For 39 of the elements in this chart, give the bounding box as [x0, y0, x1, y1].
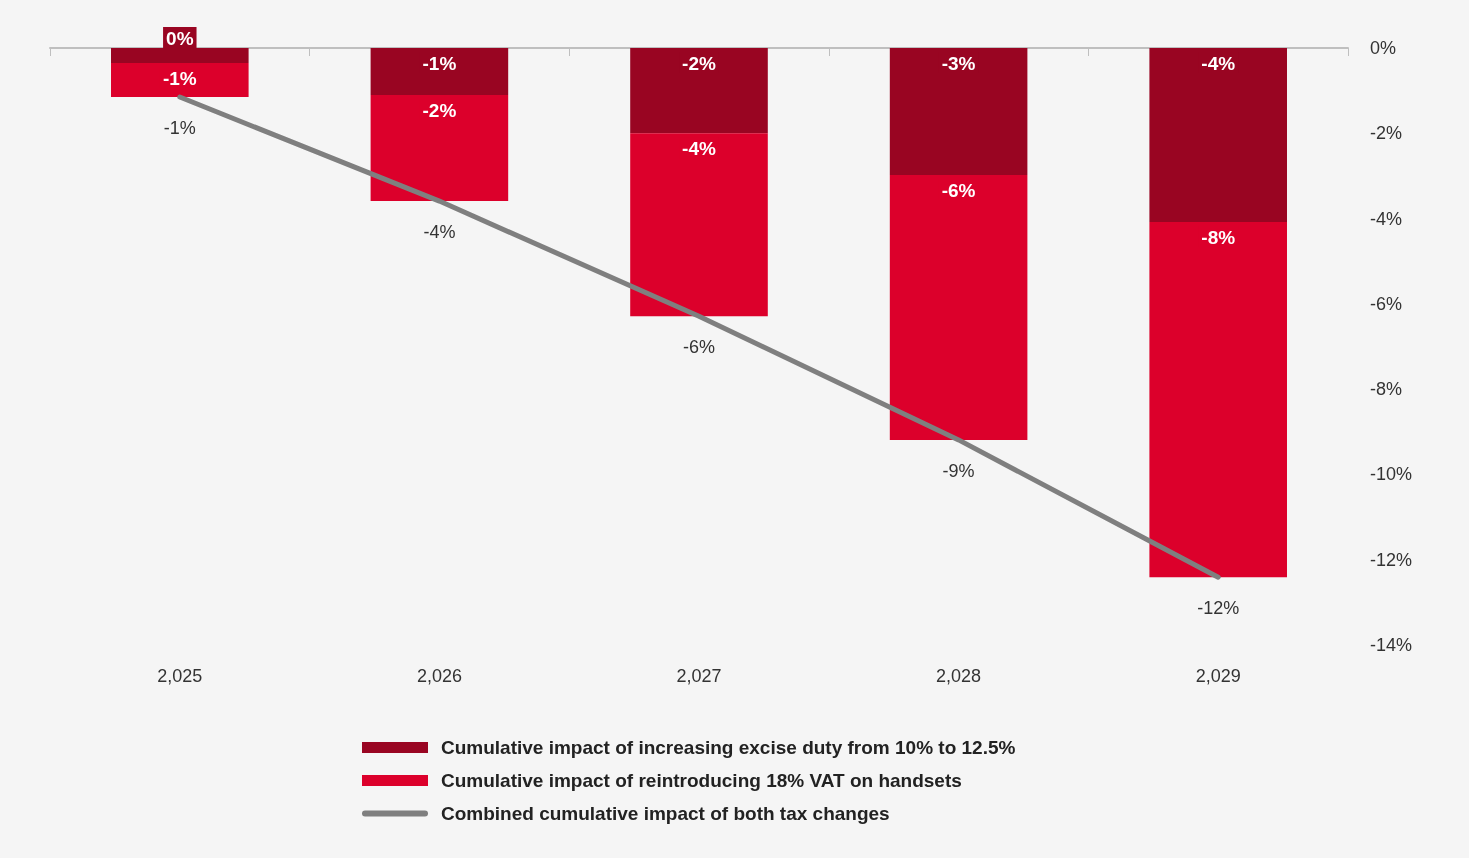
- data-label: -6%: [682, 337, 716, 358]
- y-tick-label: 0%: [1370, 38, 1397, 58]
- y-tick-label: -14%: [1370, 635, 1413, 655]
- data-label: -6%: [941, 180, 976, 202]
- data-label: -3%: [941, 53, 976, 74]
- data-label: 0%: [166, 28, 194, 49]
- x-tick-label: 2,027: [676, 666, 722, 686]
- y-tick-label: -8%: [1370, 379, 1403, 400]
- bar: [889, 48, 1028, 176]
- bar: [370, 48, 509, 95]
- data-label: -8%: [1201, 226, 1236, 248]
- data-label: -12%: [1197, 598, 1240, 619]
- legend-label: Combined cumulative impact of both tax changes: [441, 803, 890, 824]
- x-tick-label: 2,026: [416, 666, 462, 686]
- data-label: -1%: [422, 53, 457, 74]
- legend-label: Cumulative impact of reintroducing 18% VAT on handsets: [441, 770, 962, 791]
- data-label: -2%: [422, 99, 457, 121]
- bar: [630, 133, 768, 317]
- y-tick-label: -4%: [1370, 208, 1403, 229]
- data-label: -4%: [423, 222, 456, 243]
- data-label: -4%: [682, 138, 716, 160]
- bar: [889, 175, 1028, 440]
- data-label: -1%: [162, 67, 197, 89]
- data-label: -9%: [942, 460, 975, 481]
- data-label: -4%: [1201, 53, 1236, 74]
- y-tick-label: -12%: [1370, 549, 1413, 570]
- x-tick-label: 2,025: [157, 666, 203, 686]
- bar: [630, 48, 768, 134]
- y-tick-label: -2%: [1370, 123, 1403, 144]
- bar: [1149, 48, 1287, 222]
- y-tick-label: -10%: [1370, 464, 1413, 485]
- x-tick-label: 2,028: [936, 666, 982, 686]
- y-tick-label: -6%: [1370, 293, 1403, 314]
- bar: [1149, 221, 1287, 578]
- x-tick-label: 2,029: [1195, 666, 1241, 686]
- bar: [370, 94, 509, 202]
- legend-label: Cumulative impact of increasing excise duty from 10% to 12.5%: [441, 737, 1016, 758]
- data-label: -2%: [682, 53, 716, 74]
- data-label: -1%: [163, 118, 196, 139]
